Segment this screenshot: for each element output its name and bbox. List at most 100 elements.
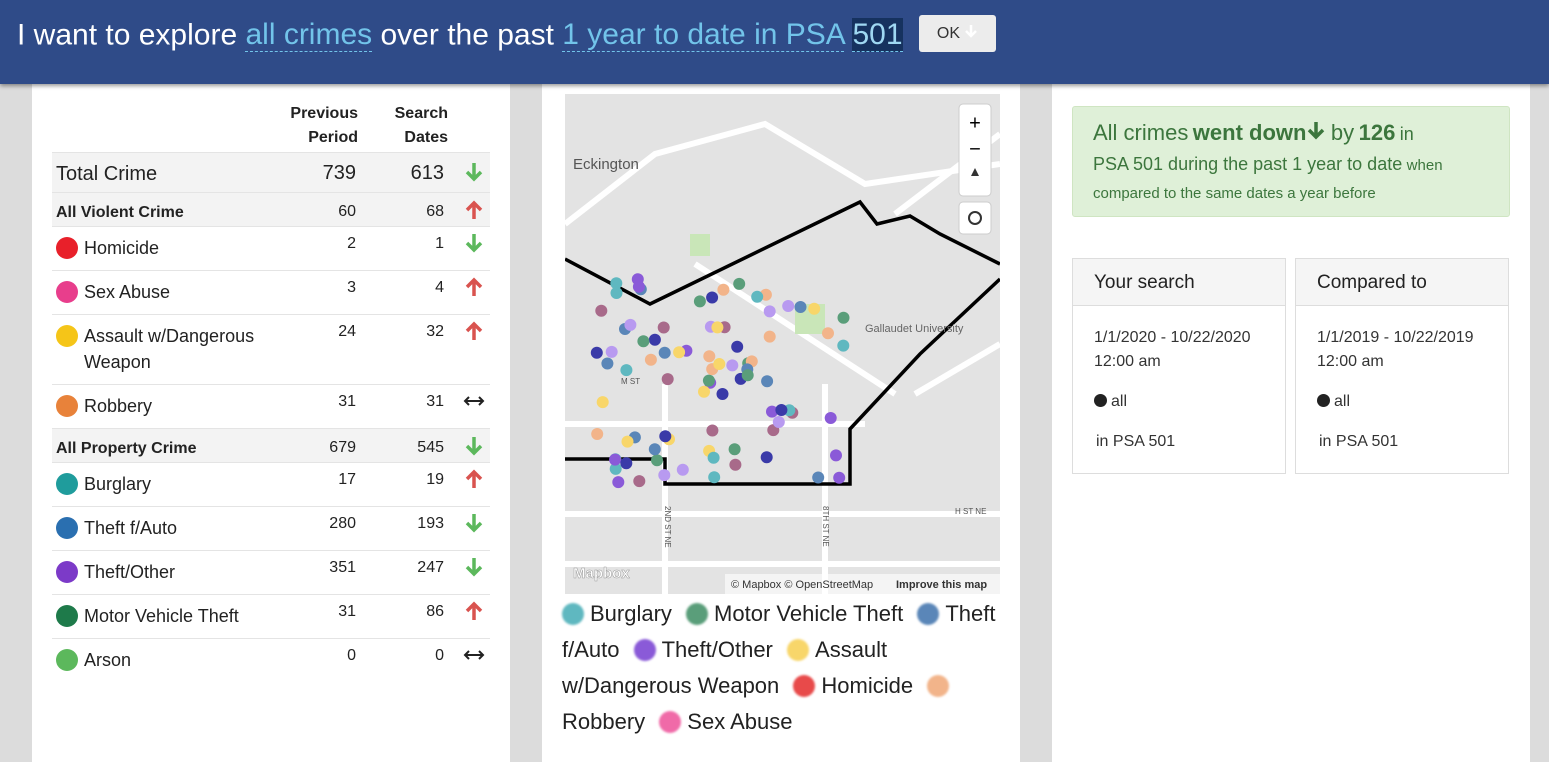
- incident-dot[interactable]: [633, 475, 646, 488]
- direction: went down: [1192, 120, 1307, 145]
- incident-dot[interactable]: [837, 311, 850, 324]
- ok-button[interactable]: OK: [918, 15, 997, 52]
- previous-count: 31: [338, 393, 356, 410]
- incident-dot[interactable]: [760, 451, 773, 464]
- incident-dot[interactable]: [761, 375, 774, 388]
- incident-dot[interactable]: [676, 463, 689, 476]
- incident-dot[interactable]: [726, 359, 739, 372]
- incident-dot[interactable]: [698, 385, 710, 398]
- incident-dot[interactable]: [708, 471, 721, 484]
- incident-dot[interactable]: [624, 318, 637, 331]
- table-row: All Violent Crime 60 68: [52, 192, 490, 226]
- search-count: 86: [426, 603, 444, 620]
- incident-dot[interactable]: [824, 412, 837, 424]
- incident-dot[interactable]: [772, 416, 785, 428]
- incident-dot[interactable]: [693, 295, 706, 308]
- incident-dot[interactable]: [706, 424, 719, 437]
- legend-swatch: [686, 603, 709, 625]
- legend-item: Theft/Other: [633, 637, 773, 662]
- incident-dot[interactable]: [741, 369, 754, 382]
- incident-dot[interactable]: [658, 469, 671, 482]
- incident-dot[interactable]: [612, 476, 625, 489]
- psa-input[interactable]: 501: [852, 18, 903, 53]
- locate[interactable]: [958, 201, 992, 235]
- incident-dot[interactable]: [621, 435, 634, 448]
- search-count: 613: [410, 162, 444, 184]
- search-count: 247: [417, 559, 444, 576]
- incident-dot[interactable]: [822, 327, 834, 340]
- incident-dot[interactable]: [763, 305, 776, 318]
- incident-dot[interactable]: [658, 346, 671, 359]
- table-row: Total Crime 739 613: [52, 152, 490, 192]
- incident-dot[interactable]: [794, 301, 807, 313]
- row-label: All Property Crime: [56, 440, 197, 457]
- legend-swatch: [659, 711, 682, 733]
- period-select[interactable]: 1 year to date in PSA: [562, 18, 845, 53]
- incident-dot[interactable]: [596, 396, 609, 409]
- previous-count: 2: [347, 235, 356, 252]
- street-label: 2ND ST NE: [663, 506, 672, 548]
- incident-dot[interactable]: [590, 346, 603, 359]
- incident-dot[interactable]: [833, 471, 846, 484]
- incident-dot[interactable]: [711, 321, 724, 334]
- map[interactable]: Eckington Gallaudet University M ST 2ND …: [565, 94, 1000, 594]
- incident-dot[interactable]: [631, 273, 644, 286]
- info-card: Compared to 1/1/2019 - 10/22/2019 12:00 a…: [1295, 258, 1509, 474]
- incident-dot[interactable]: [751, 290, 764, 303]
- incident-dot[interactable]: [673, 346, 686, 359]
- incident-dot[interactable]: [733, 277, 746, 290]
- search-count: 32: [426, 323, 444, 340]
- incident-dot[interactable]: [609, 462, 622, 475]
- incident-dot[interactable]: [812, 471, 825, 484]
- incident-dot[interactable]: [775, 404, 788, 416]
- zoom-controls: + −: [958, 103, 992, 235]
- incident-dot[interactable]: [620, 364, 633, 377]
- incident-dot[interactable]: [657, 321, 670, 334]
- incident-dot[interactable]: [837, 339, 850, 352]
- incident-dot[interactable]: [659, 430, 672, 443]
- incident-dot[interactable]: [591, 428, 604, 440]
- incident-dot[interactable]: [782, 300, 795, 312]
- attribution-bg: [725, 574, 1000, 594]
- legend-swatch: [787, 639, 810, 661]
- incident-dot[interactable]: [713, 358, 726, 370]
- incident-dot[interactable]: [707, 451, 720, 464]
- improve-link[interactable]: Improve this map: [896, 579, 987, 591]
- card-title: Compared to: [1296, 259, 1508, 306]
- trend-arrow: [465, 437, 483, 456]
- incident-dot[interactable]: [644, 353, 657, 366]
- incident-dot[interactable]: [610, 277, 623, 290]
- card-crime: all: [1317, 390, 1508, 414]
- incident-dot[interactable]: [763, 330, 776, 343]
- crime-select[interactable]: all crimes: [245, 18, 373, 53]
- incident-dot[interactable]: [661, 373, 674, 386]
- incident-dot[interactable]: [702, 374, 715, 387]
- incident-dot[interactable]: [609, 453, 622, 466]
- legend-label: Theft/Other: [661, 637, 773, 662]
- zoom-out[interactable]: −: [969, 138, 981, 160]
- incident-dot[interactable]: [651, 454, 663, 467]
- incident-dot[interactable]: [648, 333, 661, 346]
- incident-dot[interactable]: [605, 345, 618, 358]
- incident-dot[interactable]: [808, 302, 821, 315]
- incident-dot[interactable]: [610, 287, 623, 299]
- incident-dot[interactable]: [728, 443, 741, 456]
- incident-dot[interactable]: [731, 340, 744, 353]
- incident-dot[interactable]: [729, 458, 742, 471]
- incident-dot[interactable]: [595, 304, 608, 317]
- incident-dot[interactable]: [717, 283, 730, 296]
- map-legend: Burglary Motor Vehicle Theft Theft f/Aut…: [562, 596, 1002, 740]
- incident-dot[interactable]: [637, 335, 650, 348]
- incident-dot[interactable]: [830, 449, 842, 462]
- incident-dot[interactable]: [706, 291, 719, 304]
- incident-dot[interactable]: [601, 357, 614, 370]
- crime-text: all: [1334, 393, 1351, 410]
- incident-dot[interactable]: [716, 388, 729, 400]
- incident-dot[interactable]: [648, 443, 661, 456]
- incident-dot[interactable]: [703, 350, 716, 363]
- bullet: [1317, 394, 1330, 407]
- incident-dot[interactable]: [766, 405, 778, 418]
- incident-dot[interactable]: [620, 457, 633, 470]
- compass[interactable]: [971, 168, 979, 176]
- zoom-in[interactable]: +: [969, 112, 981, 134]
